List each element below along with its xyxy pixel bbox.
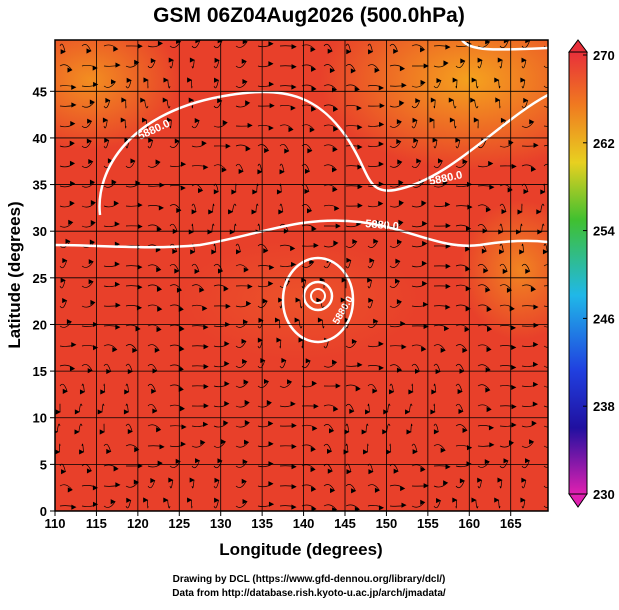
stream-arrow bbox=[548, 169, 552, 173]
credit: Data from http://database.rish.kyoto-u.a… bbox=[172, 588, 446, 599]
colorbar-cap bbox=[569, 40, 587, 52]
x-tick-label: 145 bbox=[334, 516, 356, 531]
stream-arrow bbox=[553, 380, 557, 384]
x-tick-label: 155 bbox=[417, 516, 439, 531]
y-tick-label: 30 bbox=[33, 224, 47, 239]
y-tick-label: 10 bbox=[33, 411, 47, 426]
x-tick-label: 120 bbox=[127, 516, 149, 531]
colorbar-tick-label: 246 bbox=[593, 311, 615, 326]
stream-arrow bbox=[553, 401, 557, 405]
colorbar-tick-label: 238 bbox=[593, 399, 615, 414]
y-axis-label: Latitude (degrees) bbox=[5, 201, 24, 348]
stream-arrow bbox=[549, 59, 553, 63]
y-tick-label: 25 bbox=[33, 271, 47, 286]
stream-arrow bbox=[552, 440, 556, 444]
stream-arrow bbox=[556, 123, 560, 127]
chart-title: GSM 06Z04Aug2026 (500.0hPa) bbox=[153, 4, 465, 27]
stream-arrow bbox=[550, 459, 554, 463]
x-tick-label: 115 bbox=[86, 516, 107, 531]
stream-arrow bbox=[555, 146, 559, 150]
x-tick-label: 125 bbox=[168, 516, 190, 531]
stream-arrow bbox=[551, 340, 555, 344]
x-tick-label: 140 bbox=[293, 516, 315, 531]
y-tick-label: 40 bbox=[33, 131, 47, 146]
stream-arrow bbox=[550, 39, 554, 43]
colorbar-tick-label: 262 bbox=[593, 136, 615, 151]
colorbar-cap bbox=[569, 494, 587, 507]
y-tick-label: 0 bbox=[40, 504, 47, 519]
y-tick-label: 15 bbox=[33, 364, 47, 379]
y-tick-label: 20 bbox=[33, 317, 47, 332]
x-tick-label: 110 bbox=[45, 516, 66, 531]
field bbox=[0, 0, 619, 512]
x-tick-label: 135 bbox=[251, 516, 273, 531]
stream-arrow bbox=[555, 302, 559, 306]
stream-arrow bbox=[552, 100, 556, 104]
x-tick-label: 165 bbox=[500, 516, 522, 531]
stream-arrow bbox=[549, 499, 553, 503]
stream-arrow bbox=[553, 320, 557, 324]
stream-arrow bbox=[548, 479, 552, 483]
stream-arrow bbox=[551, 268, 555, 272]
x-tick-label: 160 bbox=[458, 516, 480, 531]
x-tick-label: 130 bbox=[210, 516, 232, 531]
x-axis-label: Longitude (degrees) bbox=[219, 540, 382, 559]
y-tick-label: 35 bbox=[33, 178, 47, 193]
credit: Drawing by DCL (https://www.gfd-dennou.o… bbox=[173, 574, 446, 585]
stream-arrow bbox=[553, 421, 557, 425]
y-tick-label: 45 bbox=[33, 84, 47, 99]
stream-arrow bbox=[556, 285, 560, 289]
colorbar bbox=[569, 52, 587, 494]
stream-arrow bbox=[552, 360, 556, 364]
colorbar-tick-label: 270 bbox=[593, 48, 615, 63]
colorbar-tick-label: 254 bbox=[593, 224, 615, 239]
stream-arrow bbox=[549, 79, 553, 83]
x-tick-label: 150 bbox=[376, 516, 398, 531]
colorbar-tick-label: 230 bbox=[593, 487, 615, 502]
y-tick-label: 5 bbox=[40, 457, 47, 472]
